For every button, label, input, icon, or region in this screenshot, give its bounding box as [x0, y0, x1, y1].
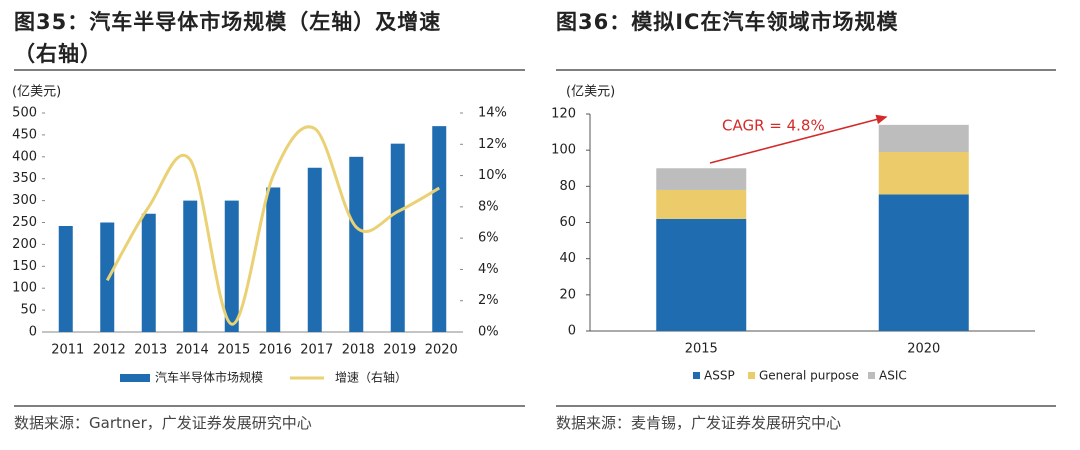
- y-tick-label: 300: [12, 193, 37, 208]
- x-tick-label: 2012: [93, 343, 126, 358]
- y-tick-label: 450: [12, 127, 37, 142]
- source: 数据来源：麦肯锡，广发证券发展研究中心: [556, 414, 842, 432]
- x-tick-label: 2013: [134, 343, 167, 358]
- x-tick-label: 2015: [685, 342, 718, 357]
- legend-label: ASSP: [704, 369, 735, 383]
- y2-tick-label: 8%: [478, 199, 499, 214]
- legend-label: 汽车半导体市场规模: [155, 370, 263, 385]
- bar-segment: [656, 189, 747, 219]
- bar: [390, 143, 405, 332]
- legend-swatch: [748, 372, 755, 379]
- y-tick-label: 350: [12, 171, 37, 186]
- bar: [58, 226, 73, 332]
- y2-tick-label: 6%: [478, 231, 499, 246]
- legend-swatch: [693, 372, 700, 379]
- line: [105, 125, 440, 326]
- y-tick-label: 60: [559, 215, 576, 230]
- x-tick-label: 2015: [217, 343, 250, 358]
- bar: [141, 213, 156, 332]
- x-tick-label: 2016: [259, 343, 292, 358]
- chart-title: 图35：汽车半导体市场规模（左轴）及增速（右轴）: [14, 10, 442, 66]
- legend-label: General purpose: [759, 369, 859, 383]
- chart-title: 图36：模拟IC在汽车领域市场规模: [556, 10, 899, 34]
- y-tick-label: 100: [551, 143, 576, 158]
- bar: [100, 222, 115, 332]
- y2-tick-label: 2%: [478, 293, 499, 308]
- x-tick-label: 2017: [300, 343, 333, 358]
- y-tick-label: 0: [568, 324, 576, 339]
- y-tick-label: 400: [12, 149, 37, 164]
- y-tick-label: 500: [12, 106, 37, 121]
- y-tick-label: 200: [12, 237, 37, 252]
- x-tick-label: 2020: [425, 343, 458, 358]
- y-tick-label: 250: [12, 215, 37, 230]
- arrow: [709, 114, 888, 164]
- y2-tick-label: 12%: [478, 137, 507, 152]
- bar: [224, 200, 239, 332]
- legend-swatch: [120, 374, 150, 382]
- y2-tick-label: 10%: [478, 168, 507, 183]
- y-tick-label: 150: [12, 259, 37, 274]
- y-axis-label: (亿美元): [566, 85, 615, 100]
- bar-segment: [656, 218, 747, 331]
- x-tick-label: 2019: [383, 343, 416, 358]
- y-axis-label: (亿美元): [12, 85, 61, 100]
- y-tick-label: 50: [20, 303, 37, 318]
- source: 数据来源：Gartner，广发证券发展研究中心: [14, 414, 312, 432]
- x-tick-label: 2018: [342, 343, 375, 358]
- bar-segment: [878, 151, 969, 195]
- annotation: CAGR = 4.8%: [722, 117, 825, 135]
- y2-tick-label: 14%: [478, 106, 507, 121]
- legend-swatch: [868, 372, 875, 379]
- y-tick-label: 0: [29, 325, 37, 340]
- bar-segment: [878, 124, 969, 152]
- y-tick-label: 100: [12, 281, 37, 296]
- x-tick-label: 2011: [51, 343, 84, 358]
- bar-segment: [878, 194, 969, 331]
- x-tick-label: 2014: [176, 343, 209, 358]
- bar: [183, 200, 198, 332]
- bar: [432, 126, 447, 332]
- y2-tick-label: 0%: [478, 325, 499, 340]
- y2-tick-label: 4%: [478, 262, 499, 277]
- y-tick-label: 40: [559, 251, 576, 266]
- legend-label: 增速（右轴）: [335, 370, 407, 385]
- y-tick-label: 80: [559, 179, 576, 194]
- legend-label: ASIC: [879, 369, 907, 383]
- bar: [349, 156, 364, 332]
- bar-segment: [656, 168, 747, 190]
- y-tick-label: 20: [559, 287, 576, 302]
- x-tick-label: 2020: [907, 342, 940, 357]
- bar: [266, 187, 281, 332]
- bar: [307, 167, 322, 332]
- y-tick-label: 120: [551, 107, 576, 122]
